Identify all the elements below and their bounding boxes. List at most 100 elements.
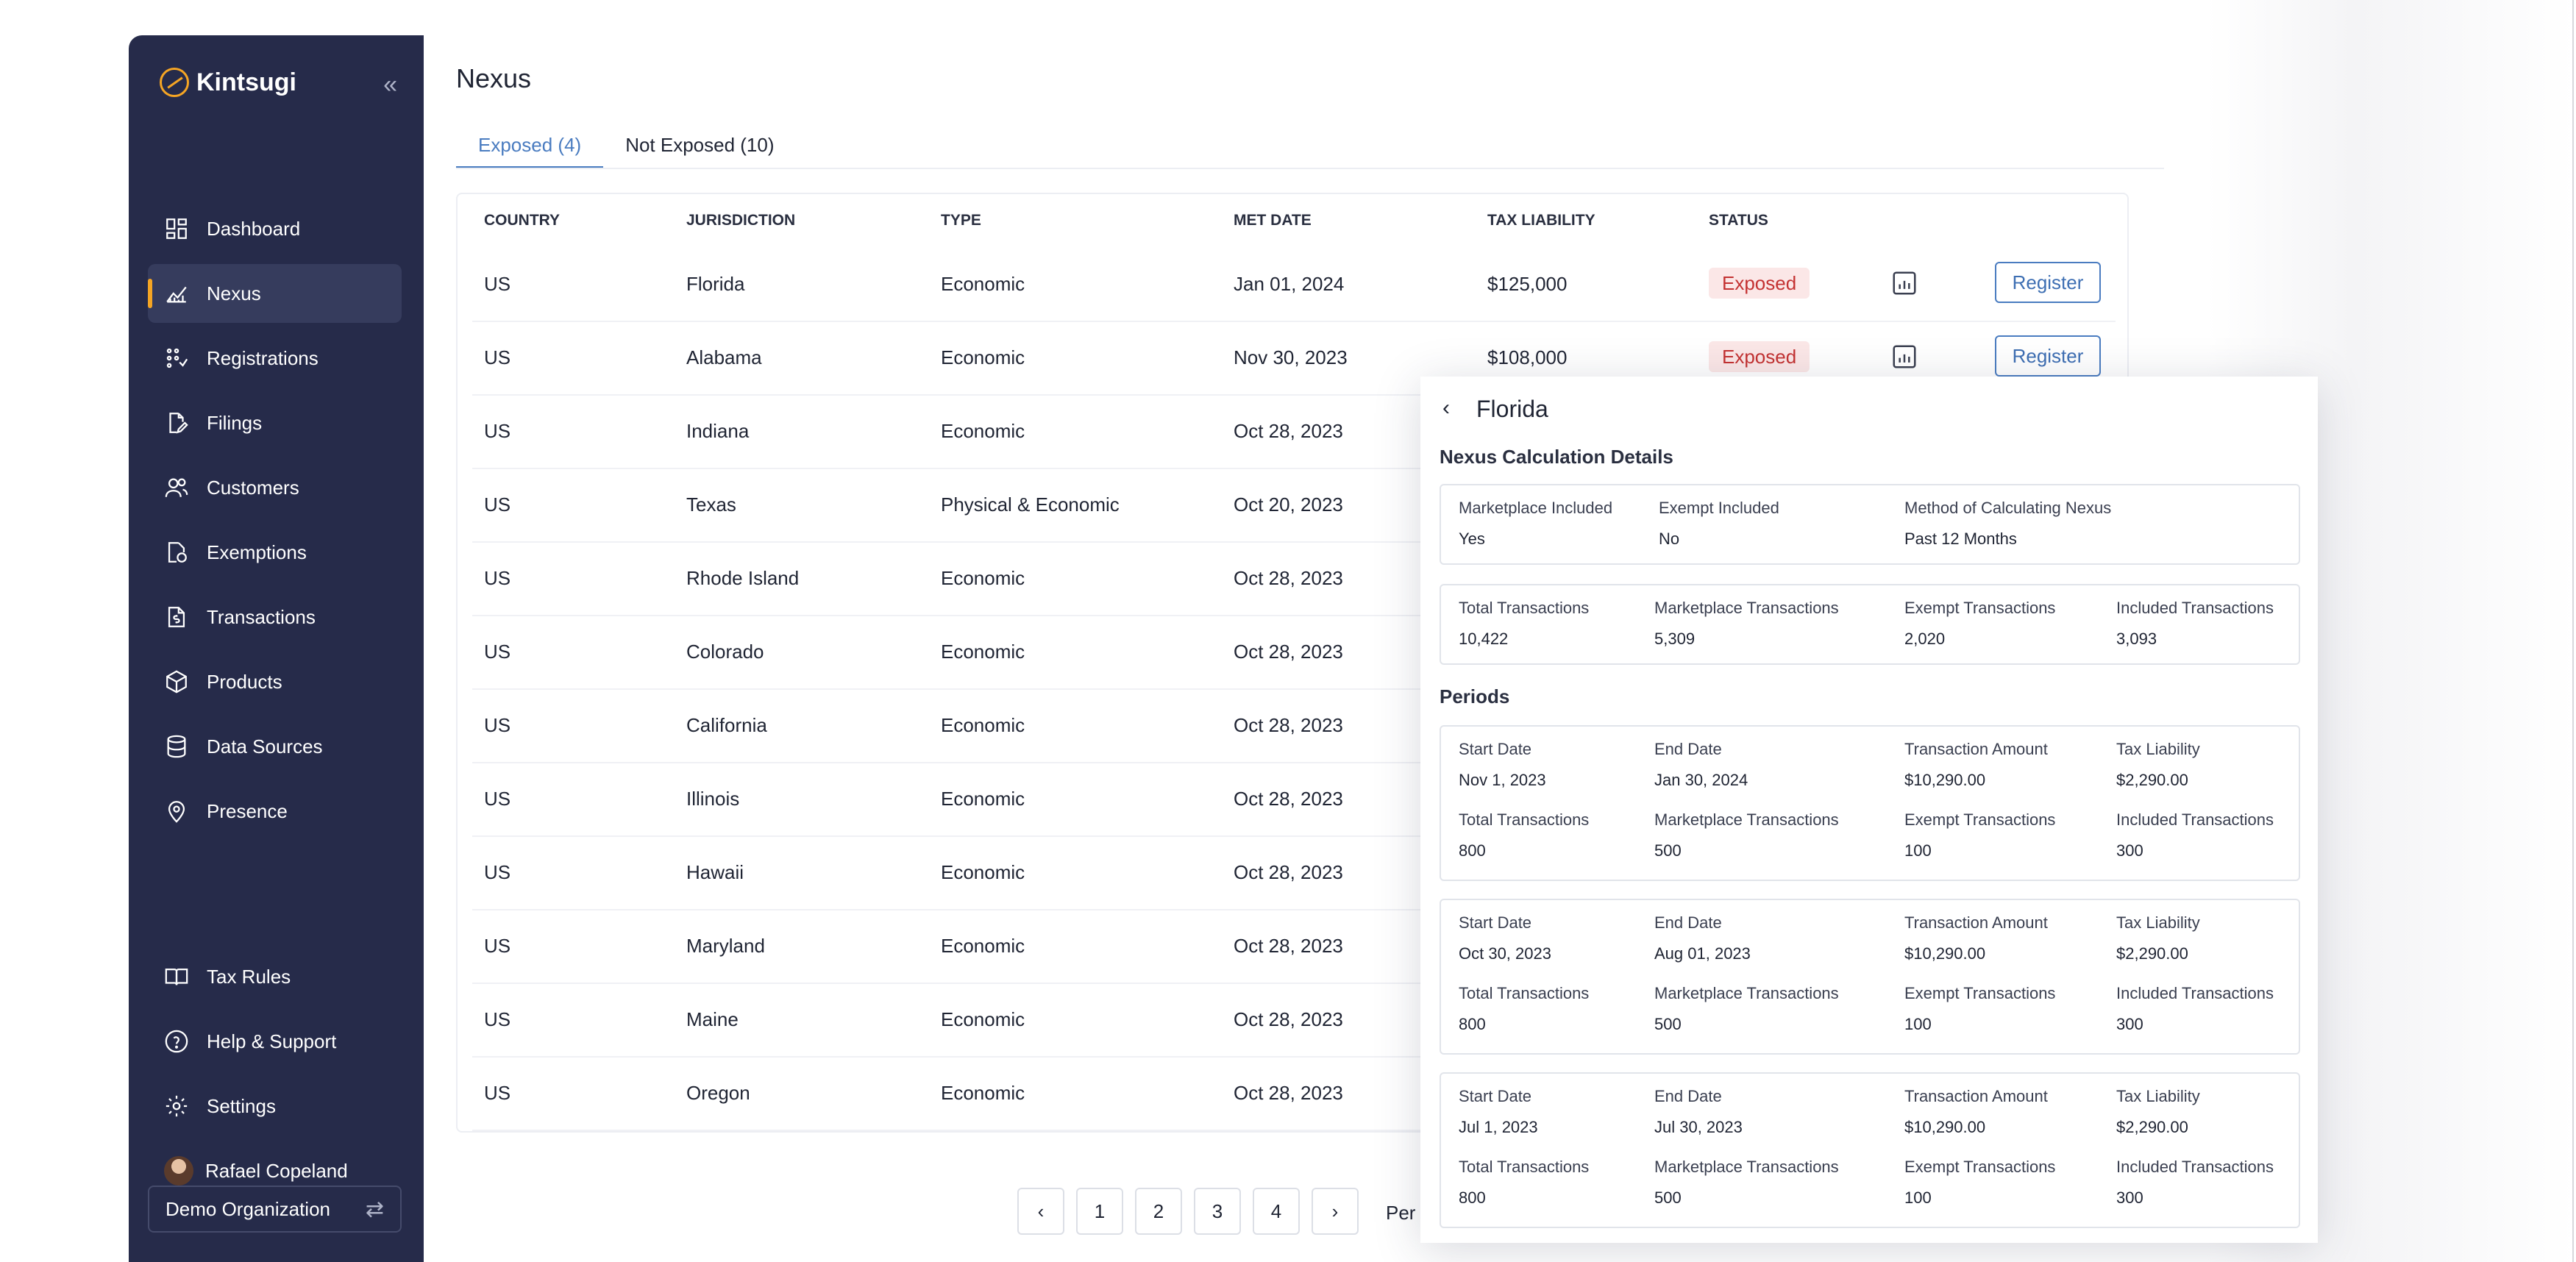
cell-type: Economic: [941, 935, 1025, 957]
cell-type: Economic: [941, 788, 1025, 810]
table-row[interactable]: US Texas Physical & Economic Oct 20, 2023: [472, 468, 2116, 543]
sidebar-item-transactions[interactable]: Transactions: [148, 588, 402, 646]
table-row[interactable]: US Alabama Economic Nov 30, 2023 $108,000 Exp…: [472, 321, 2116, 396]
sidebar: Kintsugi « Dashboard Nexus Registrations…: [129, 35, 424, 1262]
cell-jurisdiction: Oregon: [686, 1082, 750, 1104]
box-icon: [164, 669, 189, 694]
table-row[interactable]: US Hawaii Economic Oct 28, 2023: [472, 835, 2116, 910]
organization-switcher[interactable]: Demo Organization ⇄: [148, 1186, 402, 1233]
sidebar-item-exemptions[interactable]: Exemptions: [148, 523, 402, 582]
column-header-tax-liability[interactable]: TAX LIABILITY: [1487, 212, 1595, 229]
column-header-met-date[interactable]: MET DATE: [1234, 212, 1312, 229]
period-field-label: Start Date: [1459, 913, 1532, 932]
method-label: Method of Calculating Nexus: [1904, 499, 2112, 517]
cell-met-date: Oct 28, 2023: [1234, 861, 1343, 883]
column-header-type[interactable]: TYPE: [941, 212, 981, 229]
column-header-country[interactable]: COUNTRY: [484, 212, 561, 229]
period-field-label: Total Transactions: [1459, 984, 1590, 1002]
cell-tax-liability: $125,000: [1487, 273, 1568, 295]
sidebar-item-nexus[interactable]: Nexus: [148, 264, 402, 323]
exempt-included-value: No: [1659, 530, 1680, 548]
collapse-sidebar-button[interactable]: «: [383, 71, 397, 99]
brand-logo[interactable]: Kintsugi: [160, 68, 296, 97]
sidebar-item-label: Filings: [207, 411, 263, 434]
table-row[interactable]: US Indiana Economic Oct 28, 2023: [472, 394, 2116, 469]
page-1-button[interactable]: 1: [1076, 1188, 1123, 1235]
sidebar-item-tax-rules[interactable]: Tax Rules: [148, 947, 402, 1006]
period-field-value: $2,290.00: [2116, 944, 2188, 963]
organization-name: Demo Organization: [166, 1197, 330, 1220]
sidebar-item-label: Dashboard: [207, 217, 301, 240]
calculation-settings-box: Marketplace Included Yes Exempt Included…: [1440, 484, 2300, 565]
page-4-button[interactable]: 4: [1253, 1188, 1300, 1235]
report-chart-icon[interactable]: [1890, 269, 1918, 297]
status-badge: Exposed: [1709, 268, 1810, 299]
transaction-totals-box: Total Transactions 10,422 Marketplace Tr…: [1440, 584, 2300, 665]
user-profile[interactable]: Rafael Copeland: [148, 1141, 402, 1200]
user-name: Rafael Copeland: [205, 1159, 348, 1182]
sidebar-item-data-sources[interactable]: Data Sources: [148, 717, 402, 776]
table-row[interactable]: US Florida Economic Jan 01, 2024 $125,000 Exp…: [472, 247, 2116, 322]
register-button[interactable]: Register: [1995, 262, 2101, 303]
back-button[interactable]: ‹: [1442, 396, 1450, 420]
total-transactions-value: 10,422: [1459, 630, 1509, 648]
period-field-value: Jan 30, 2024: [1654, 771, 1748, 789]
marketplace-transactions-value: 5,309: [1654, 630, 1696, 648]
column-header-status[interactable]: STATUS: [1709, 212, 1768, 229]
table-row[interactable]: US Oregon Economic Oct 28, 2023: [472, 1056, 2116, 1131]
cell-tax-liability: $108,000: [1487, 346, 1568, 368]
page-3-button[interactable]: 3: [1194, 1188, 1241, 1235]
next-page-button[interactable]: ›: [1312, 1188, 1359, 1235]
table-row[interactable]: US Rhode Island Economic Oct 28, 2023: [472, 541, 2116, 616]
period-card: Start Date Jul 1, 2023 End Date Jul 30, 202…: [1440, 1072, 2300, 1228]
nexus-tabs: Exposed (4) Not Exposed (10): [456, 124, 797, 168]
report-chart-icon[interactable]: [1890, 343, 1918, 371]
table-header: COUNTRY JURISDICTION TYPE MET DATE TAX L…: [458, 194, 2127, 247]
period-field-label: Transaction Amount: [1904, 913, 2048, 932]
sidebar-item-label: Presence: [207, 799, 288, 822]
period-card: Start Date Oct 30, 2023 End Date Aug 01, 20…: [1440, 899, 2300, 1055]
table-row[interactable]: US Maine Economic Oct 28, 2023: [472, 983, 2116, 1058]
table-row[interactable]: US Maryland Economic Oct 28, 2023: [472, 909, 2116, 984]
sidebar-item-presence[interactable]: Presence: [148, 782, 402, 841]
sidebar-item-dashboard[interactable]: Dashboard: [148, 199, 402, 258]
cell-type: Economic: [941, 1082, 1025, 1104]
tab-exposed[interactable]: Exposed (4): [456, 124, 604, 168]
table-row[interactable]: US Colorado Economic Oct 28, 2023: [472, 615, 2116, 690]
cell-country: US: [484, 493, 511, 516]
dashboard-icon: [164, 216, 189, 241]
period-field-label: Included Transactions: [2116, 1158, 2274, 1176]
kintsugi-logo-icon: [160, 68, 189, 97]
page-2-button[interactable]: 2: [1135, 1188, 1182, 1235]
sidebar-item-filings[interactable]: Filings: [148, 393, 402, 452]
cell-type: Economic: [941, 641, 1025, 663]
method-value: Past 12 Months: [1904, 530, 2017, 548]
period-field-value: $10,290.00: [1904, 771, 1986, 789]
cell-jurisdiction: Hawaii: [686, 861, 744, 883]
sidebar-item-help[interactable]: Help & Support: [148, 1012, 402, 1071]
map-pin-icon: [164, 799, 189, 824]
cell-met-date: Jan 01, 2024: [1234, 273, 1345, 295]
sidebar-item-customers[interactable]: Customers: [148, 458, 402, 517]
register-button[interactable]: Register: [1995, 335, 2101, 377]
cell-jurisdiction: Rhode Island: [686, 567, 800, 589]
sidebar-item-settings[interactable]: Settings: [148, 1077, 402, 1136]
cell-country: US: [484, 1008, 511, 1030]
sidebar-item-label: Exemptions: [207, 541, 307, 563]
sidebar-item-products[interactable]: Products: [148, 652, 402, 711]
period-field-value: Aug 01, 2023: [1654, 944, 1751, 963]
period-field-value: 800: [1459, 841, 1486, 860]
cell-country: US: [484, 1082, 511, 1104]
cell-jurisdiction: Texas: [686, 493, 736, 516]
period-field-label: End Date: [1654, 740, 1722, 758]
sidebar-item-label: Nexus: [207, 282, 261, 304]
cell-met-date: Nov 30, 2023: [1234, 346, 1348, 368]
table-row[interactable]: US California Economic Oct 28, 2023: [472, 688, 2116, 763]
cell-met-date: Oct 28, 2023: [1234, 788, 1343, 810]
previous-page-button[interactable]: ‹: [1017, 1188, 1064, 1235]
column-header-jurisdiction[interactable]: JURISDICTION: [686, 212, 796, 229]
period-field-value: 100: [1904, 1188, 1932, 1207]
tab-not-exposed[interactable]: Not Exposed (10): [625, 134, 775, 156]
sidebar-item-registrations[interactable]: Registrations: [148, 329, 402, 388]
table-row[interactable]: US Illinois Economic Oct 28, 2023: [472, 762, 2116, 837]
